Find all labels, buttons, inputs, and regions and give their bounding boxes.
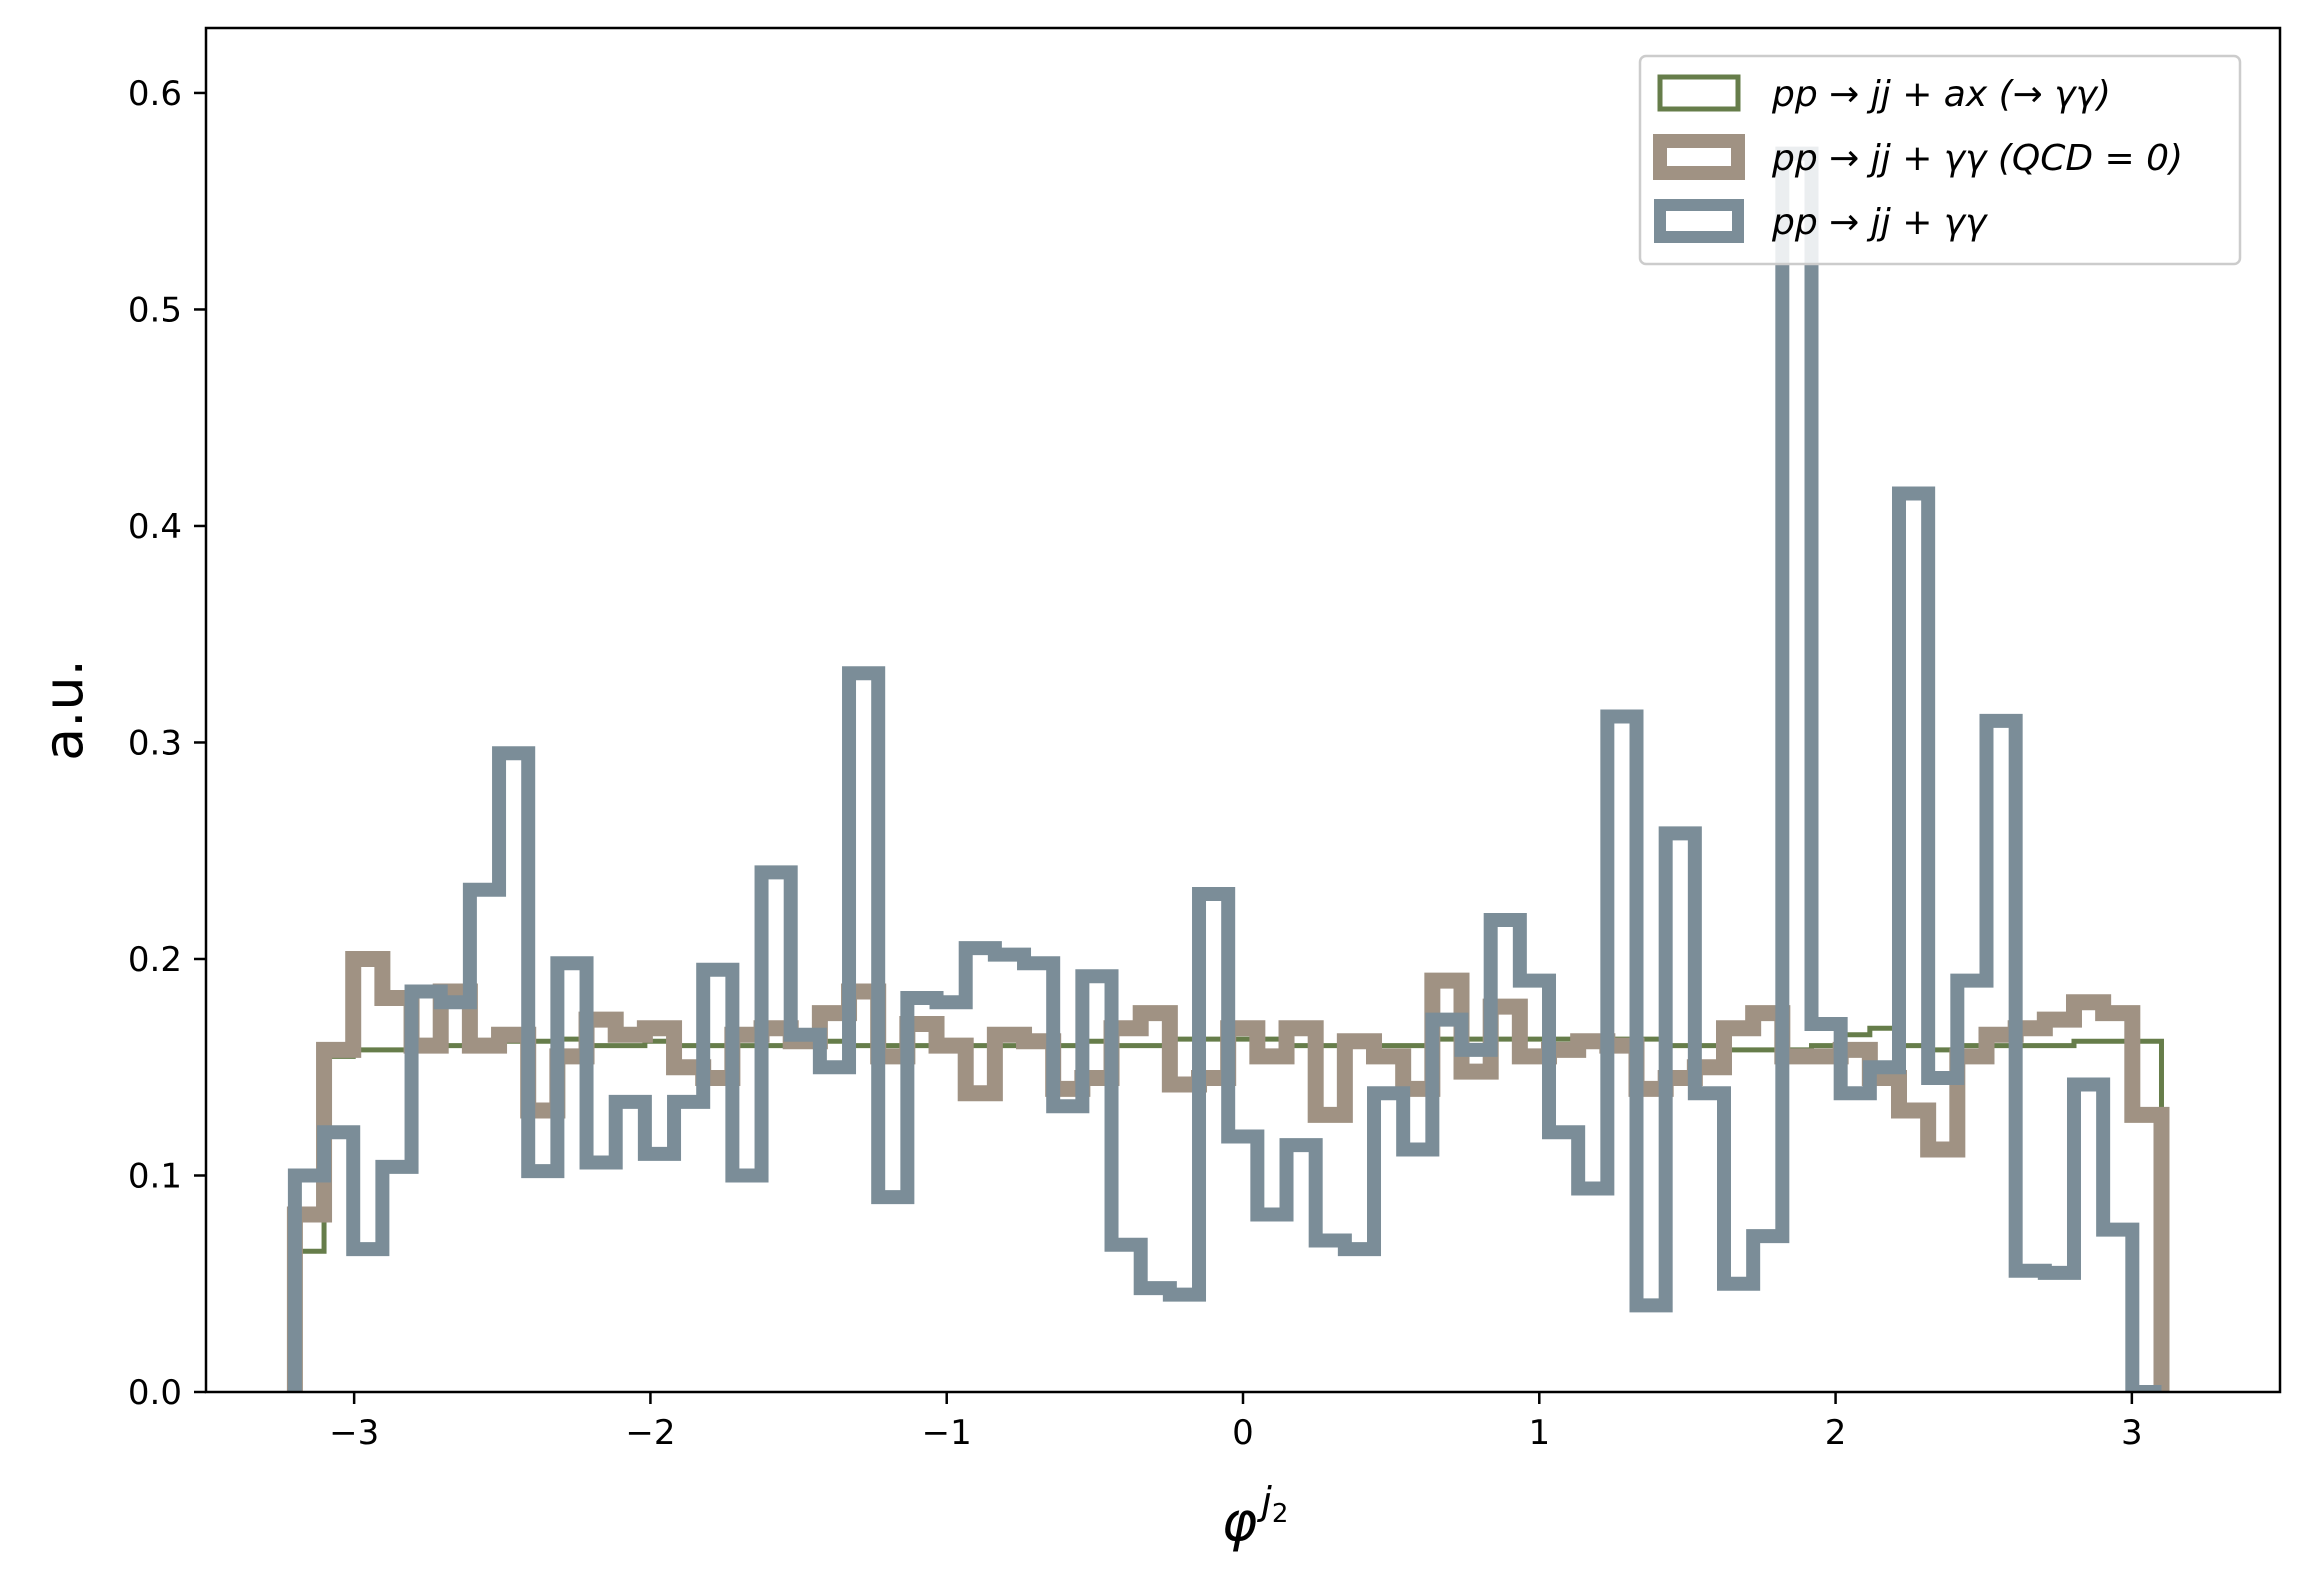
y-tick-label: 0.4 [128, 507, 182, 547]
y-axis-label: a.u. [32, 659, 95, 761]
y-tick-label: 0.1 [128, 1156, 182, 1196]
legend-label-2: pp → jj + γγ (QCD = 0) [1771, 138, 2183, 179]
x-tick-label: 0 [1232, 1413, 1254, 1453]
x-tick-label: 3 [2121, 1413, 2143, 1453]
legend-swatch-3 [1654, 199, 1744, 243]
x-axis-label-subscript: 2 [1272, 1499, 1289, 1529]
x-tick-label: −3 [329, 1413, 379, 1453]
legend-swatch-2 [1653, 134, 1745, 180]
y-tick-label: 0.6 [128, 74, 182, 114]
x-tick-label: −1 [922, 1413, 972, 1453]
svg-text:φj2: φ j2 [1222, 1479, 1289, 1553]
legend-frame [1638, 54, 2242, 266]
series-layer [286, 146, 2170, 1392]
x-axis: −3 −2 −1 0 1 2 3 [329, 1392, 2143, 1453]
legend-swatch-1 [1657, 74, 1741, 112]
legend-label-1: pp → jj + ax (→ γγ) [1771, 74, 2111, 115]
x-tick-label: 2 [1825, 1413, 1847, 1453]
y-tick-label: 0.3 [128, 723, 182, 763]
y-tick-label: 0.5 [128, 290, 182, 330]
y-axis: 0.0 0.1 0.2 0.3 0.4 0.5 0.6 [128, 74, 206, 1413]
legend-label-3: pp → jj + γγ [1771, 202, 1988, 243]
x-tick-label: 1 [1528, 1413, 1550, 1453]
y-tick-label: 0.0 [128, 1373, 182, 1413]
x-axis-label-symbol: φ [1222, 1490, 1258, 1553]
y-tick-label: 0.2 [128, 940, 182, 980]
series-3-step-line [287, 146, 2162, 1392]
legend: pp → jj + ax (→ γγ) pp → jj + γγ (QCD = 0… [1638, 54, 2242, 266]
x-axis-label: φ j2 [1222, 1479, 1289, 1553]
x-tick-label: −2 [625, 1413, 675, 1453]
